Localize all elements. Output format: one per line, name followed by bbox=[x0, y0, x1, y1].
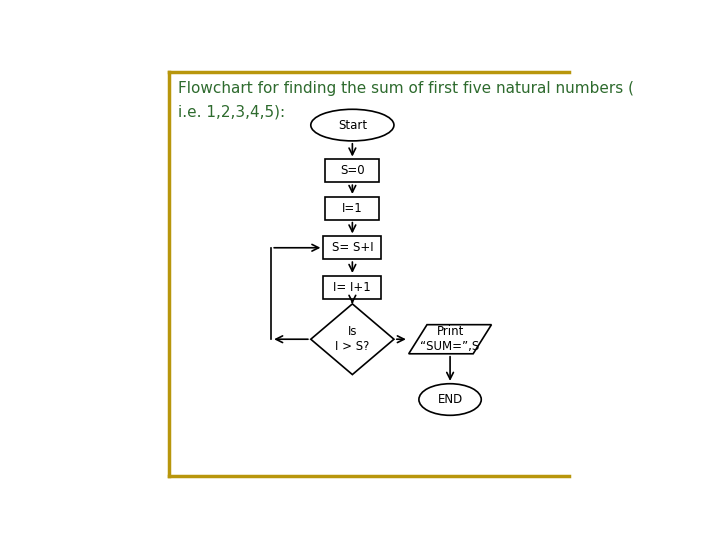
Text: S= S+I: S= S+I bbox=[331, 241, 373, 254]
Text: Start: Start bbox=[338, 119, 367, 132]
Bar bbox=[325, 197, 379, 220]
Text: Is
I > S?: Is I > S? bbox=[336, 325, 369, 353]
Text: S=0: S=0 bbox=[340, 164, 365, 177]
Bar bbox=[323, 276, 382, 299]
Bar bbox=[323, 237, 382, 259]
Text: Flowchart for finding the sum of first five natural numbers (: Flowchart for finding the sum of first f… bbox=[178, 82, 634, 97]
Text: I=1: I=1 bbox=[342, 202, 363, 215]
Text: I= I+1: I= I+1 bbox=[333, 281, 372, 294]
Text: Print
“SUM=”,S: Print “SUM=”,S bbox=[420, 325, 480, 353]
Bar bbox=[325, 159, 379, 183]
Text: i.e. 1,2,3,4,5):: i.e. 1,2,3,4,5): bbox=[178, 104, 285, 119]
Text: END: END bbox=[438, 393, 463, 406]
